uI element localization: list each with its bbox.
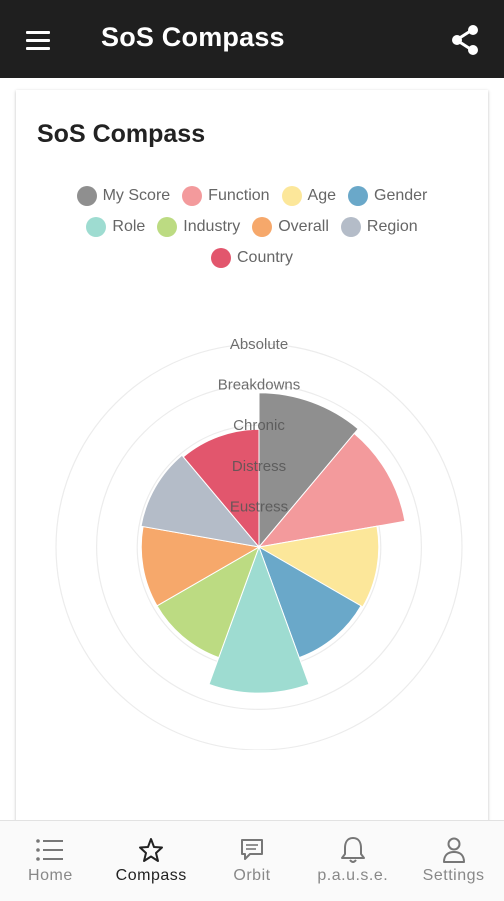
segment-region[interactable] <box>140 454 261 548</box>
polar-area-chart: Eustress Distress Chronic Breakdowns Absolut… <box>55 336 463 750</box>
legend-item-gender[interactable]: Gender <box>348 186 427 206</box>
legend-dot <box>210 248 231 268</box>
nav-orbit[interactable]: Orbit <box>202 821 303 901</box>
scale-label: Distress <box>232 458 286 475</box>
compass-card: SoS Compass My Score Function Age Gender… <box>16 90 488 840</box>
legend-row-1: My Score Function Age Gender <box>16 186 488 206</box>
legend-label: Age <box>307 187 337 204</box>
nav-label: Compass <box>115 867 187 884</box>
legend-label: Industry <box>183 218 241 235</box>
legend-item-my-score[interactable]: My Score <box>76 186 171 206</box>
nav-pause[interactable]: p.a.u.s.e. <box>302 821 403 901</box>
nav-compass[interactable]: Compass <box>101 821 202 901</box>
legend-label: Overall <box>278 218 329 235</box>
legend-label: My Score <box>102 187 171 204</box>
grid-ring <box>96 384 422 710</box>
nav-home[interactable]: Home <box>0 821 101 901</box>
legend-row-2: Role Industry Overall Region <box>16 217 488 237</box>
segment-my-score[interactable] <box>258 392 359 549</box>
legend-item-function[interactable]: Function <box>182 186 270 206</box>
segment-country[interactable] <box>182 428 260 549</box>
share-icon[interactable] <box>446 20 486 60</box>
app-bar: SoS Compass <box>0 0 504 78</box>
nav-label: Settings <box>422 867 485 884</box>
legend-item-industry[interactable]: Industry <box>157 217 240 237</box>
menu-icon[interactable] <box>22 24 58 56</box>
message-icon <box>240 839 263 860</box>
legend-label: Gender <box>374 187 428 204</box>
legend-dot <box>340 217 361 237</box>
legend-dot <box>157 217 178 237</box>
legend-item-age[interactable]: Age <box>281 186 337 206</box>
legend-label: Role <box>112 218 146 235</box>
legend-label: Country <box>236 249 294 266</box>
star-icon <box>139 838 164 862</box>
legend-dot <box>281 186 302 206</box>
legend-dot <box>182 186 203 206</box>
legend-dot <box>252 217 273 237</box>
scale-label: Chronic <box>233 417 285 434</box>
segment-gender[interactable] <box>258 545 362 659</box>
list-icon <box>36 839 64 861</box>
segment-industry[interactable] <box>156 545 260 659</box>
segment-function[interactable] <box>257 432 406 548</box>
nav-label: p.a.u.s.e. <box>317 867 389 884</box>
legend-dot <box>348 186 369 206</box>
nav-label: Orbit <box>233 867 271 884</box>
person-icon <box>442 837 465 863</box>
segment-role[interactable] <box>208 545 310 694</box>
legend-item-overall[interactable]: Overall <box>252 217 329 237</box>
bottom-navigation: Home Compass Orbit p.a.u.s.e. Settings <box>0 820 504 901</box>
app-title: SoS Compass <box>101 22 285 52</box>
legend-dot <box>76 186 97 206</box>
legend-label: Function <box>208 187 270 204</box>
nav-settings[interactable]: Settings <box>403 821 504 901</box>
segment-age[interactable] <box>257 525 380 608</box>
grid-ring <box>55 343 463 750</box>
card-title: SoS Compass <box>37 120 206 148</box>
legend-row-3: Country <box>16 248 488 268</box>
legend-item-region[interactable]: Region <box>340 217 418 237</box>
scale-label: Eustress <box>230 498 288 515</box>
segment-overall[interactable] <box>140 525 261 607</box>
bell-icon <box>340 837 365 863</box>
legend-label: Region <box>366 218 418 235</box>
legend-dot <box>86 217 107 237</box>
scale-label: Absolute <box>230 336 288 353</box>
nav-label: Home <box>28 867 73 884</box>
legend-item-country[interactable]: Country <box>210 248 294 268</box>
legend-item-role[interactable]: Role <box>86 217 145 237</box>
scale-label: Breakdowns <box>218 377 301 394</box>
